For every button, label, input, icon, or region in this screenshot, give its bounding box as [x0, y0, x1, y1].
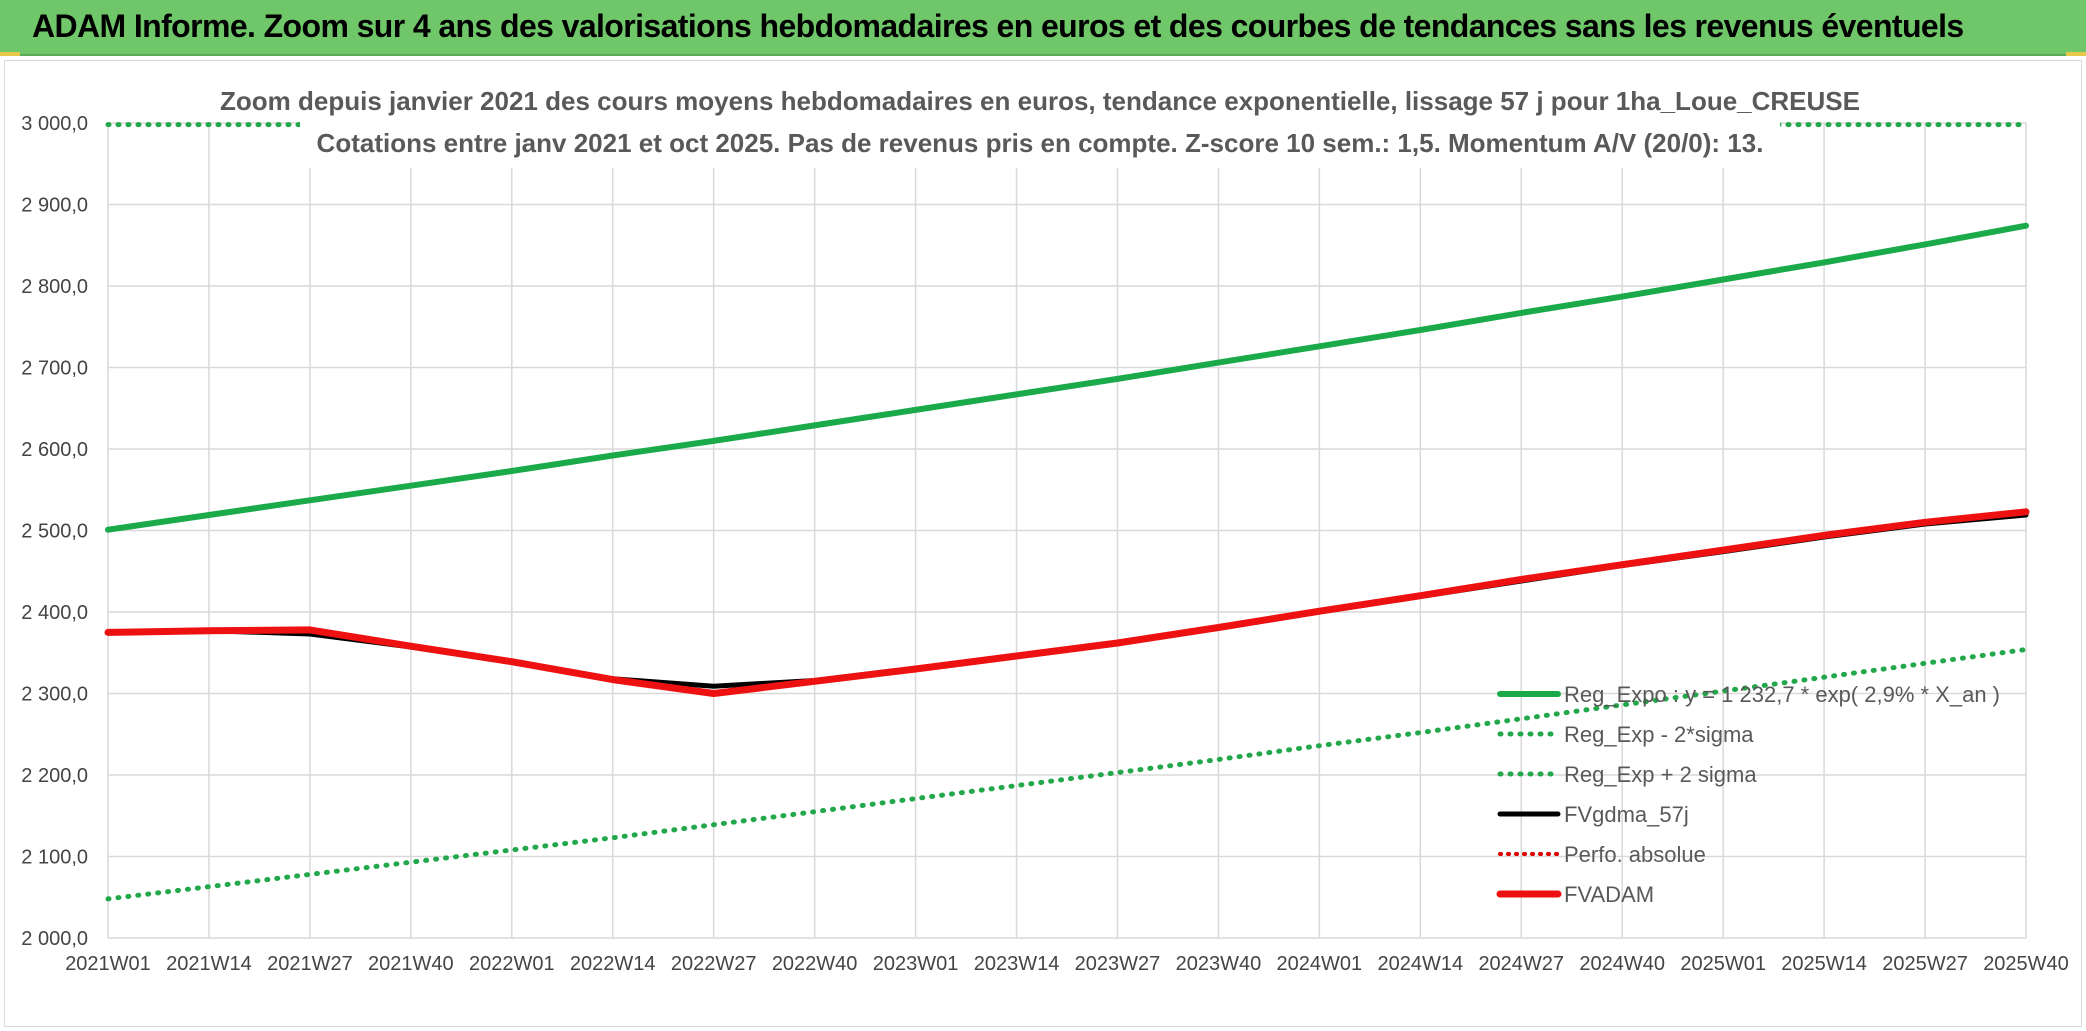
x-tick-label: 2021W40: [368, 953, 454, 975]
x-tick-label: 2022W14: [570, 953, 656, 975]
x-tick-label: 2021W14: [166, 953, 252, 975]
x-tick-label: 2022W27: [671, 953, 757, 975]
x-tick-label: 2024W27: [1478, 953, 1564, 975]
banner-corner-right: [2066, 52, 2086, 56]
chart-title-background: [300, 76, 1780, 168]
chart-title-line2: Cotations entre janv 2021 et oct 2025. P…: [317, 128, 1764, 158]
banner-corner-left: [0, 52, 20, 56]
y-tick-label: 2 700,0: [21, 358, 88, 380]
legend-entry: Reg_Exp - 2*sigma: [1564, 722, 1754, 747]
x-tick-label: 2025W01: [1680, 953, 1766, 975]
legend-entry: FVADAM: [1564, 882, 1654, 907]
chart-grid: [107, 122, 2027, 939]
series-reg-exp-2-sigma-line: [105, 647, 2029, 902]
series-reg-expo-y-1-232-7-exp-2-9-x-an-line: [105, 222, 2029, 533]
x-tick-label: 2021W27: [267, 953, 353, 975]
x-tick-label: 2023W01: [873, 953, 959, 975]
y-tick-label: 2 000,0: [21, 928, 88, 950]
series-perfo-absolue-line: [106, 509, 2028, 696]
x-tick-label: 2023W40: [1176, 953, 1262, 975]
x-tick-label: 2023W14: [974, 953, 1060, 975]
chart-axes: 2 000,0 2 100,0 2 200,0 2 300,0 2 400,0 2 500…: [21, 113, 2069, 975]
legend-entry: Perfo. absolue: [1564, 842, 1706, 867]
x-tick-label: 2022W40: [772, 953, 858, 975]
x-tick-label: 2024W14: [1378, 953, 1464, 975]
y-tick-label: 2 600,0: [21, 439, 88, 461]
x-tick-label: 2025W40: [1983, 953, 2069, 975]
y-tick-label: 2 400,0: [21, 602, 88, 624]
x-tick-label: 2024W40: [1579, 953, 1665, 975]
x-tick-label: 2025W27: [1882, 953, 1968, 975]
x-tick-label: 2024W01: [1277, 953, 1363, 975]
series-fvadam-line: [104, 508, 2030, 697]
x-tick-label: 2023W27: [1075, 953, 1161, 975]
y-tick-label: 2 900,0: [21, 195, 88, 217]
y-tick-label: 2 100,0: [21, 847, 88, 869]
chart-frame: [4, 60, 2082, 1027]
x-tick-label: 2025W14: [1781, 953, 1867, 975]
series-fvgdma-57j-line: [105, 512, 2029, 689]
legend-entry: Reg_Expo : y = 1 232,7 * exp( 2,9% * X_a…: [1564, 682, 2000, 707]
chart-title-line1: Zoom depuis janvier 2021 des cours moyen…: [220, 86, 1860, 116]
chart-legend: Reg_Expo : y = 1 232,7 * exp( 2,9% * X_a…: [1496, 682, 2000, 907]
x-tick-label: 2022W01: [469, 953, 555, 975]
report-banner: ADAM Informe. Zoom sur 4 ans des valoris…: [0, 0, 2086, 56]
legend-entry: Reg_Exp + 2 sigma: [1564, 762, 1757, 787]
report-title: ADAM Informe. Zoom sur 4 ans des valoris…: [32, 8, 1964, 44]
x-tick-label: 2021W01: [65, 953, 151, 975]
y-tick-label: 3 000,0: [21, 113, 88, 135]
y-tick-label: 2 500,0: [21, 521, 88, 543]
y-tick-label: 2 200,0: [21, 765, 88, 787]
legend-entry: FVgdma_57j: [1564, 802, 1689, 827]
y-tick-label: 2 800,0: [21, 276, 88, 298]
y-tick-label: 2 300,0: [21, 684, 88, 706]
